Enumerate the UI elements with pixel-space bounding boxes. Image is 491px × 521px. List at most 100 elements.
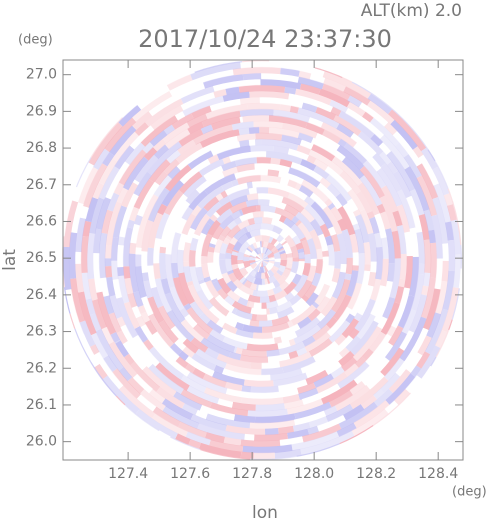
echo-segment xyxy=(349,381,366,396)
echo-segment xyxy=(251,313,258,322)
echo-segment xyxy=(178,170,203,194)
echo-segment xyxy=(262,216,273,225)
echo-segment xyxy=(148,346,185,381)
echo-segment xyxy=(399,330,415,352)
echo-segment xyxy=(330,106,342,117)
echo-segment xyxy=(441,260,450,282)
echo-segment xyxy=(271,224,284,235)
echo-segment xyxy=(339,170,362,195)
echo-segment xyxy=(274,289,288,301)
echo-segment xyxy=(92,182,105,200)
echo-segment xyxy=(258,192,284,203)
echo-segment xyxy=(337,218,348,232)
echo-segment xyxy=(74,217,86,253)
echo-segment xyxy=(226,280,238,293)
echo-segment xyxy=(229,236,239,246)
echo-segment xyxy=(279,182,308,201)
echo-segment xyxy=(239,139,250,148)
echo-segment xyxy=(264,278,269,286)
echo-segment xyxy=(290,161,324,183)
echo-segment xyxy=(322,250,330,257)
echo-segment xyxy=(242,114,270,123)
echo-segment xyxy=(77,166,99,205)
echo-segment xyxy=(174,110,186,121)
echo-segment xyxy=(308,416,329,429)
echo-segment xyxy=(260,174,282,184)
echo-segment xyxy=(282,242,293,255)
echo-segment xyxy=(182,241,192,262)
echo-segment xyxy=(215,192,224,202)
echo-segment xyxy=(255,246,262,255)
echo-segment xyxy=(330,366,345,380)
echo-segment xyxy=(154,277,173,313)
echo-segment xyxy=(239,211,254,223)
echo-segment xyxy=(134,265,147,299)
echo-segment xyxy=(279,252,288,261)
echo-segment xyxy=(134,121,149,136)
echo-segment xyxy=(301,102,318,113)
echo-segment xyxy=(209,329,226,343)
echo-segment xyxy=(305,369,329,386)
echo-segment xyxy=(347,94,363,108)
echo-segment xyxy=(142,280,154,299)
echo-segment xyxy=(158,349,191,378)
echo-segment xyxy=(134,154,159,183)
echo-segment xyxy=(318,88,351,108)
echo-segment xyxy=(307,425,320,435)
echo-segment xyxy=(320,296,338,317)
echo-segment xyxy=(105,276,116,297)
echo-segment xyxy=(359,165,386,199)
echo-segment xyxy=(345,335,362,353)
echo-segment xyxy=(176,249,185,274)
echo-segment xyxy=(267,288,275,297)
echo-segment xyxy=(268,275,277,284)
echo-segment xyxy=(133,214,143,226)
echo-segment xyxy=(383,280,394,299)
echo-segment xyxy=(316,182,338,204)
echo-segment xyxy=(262,260,269,265)
y-tick-label: 26.3 xyxy=(26,324,57,340)
echo-segment xyxy=(211,280,223,292)
echo-segment xyxy=(288,92,334,113)
echo-segment xyxy=(316,312,326,322)
echo-segment xyxy=(212,78,261,92)
echo-segment xyxy=(217,398,234,409)
echo-segment xyxy=(185,145,210,164)
echo-segment xyxy=(287,179,298,189)
echo-segment xyxy=(352,326,383,362)
echo-segment xyxy=(198,312,211,325)
echo-segment xyxy=(85,298,96,316)
echo-segment xyxy=(255,241,260,249)
echo-segment xyxy=(241,278,248,286)
echo-segment xyxy=(310,201,334,230)
echo-segment xyxy=(322,70,372,99)
echo-segment xyxy=(327,244,336,266)
echo-segment xyxy=(363,241,372,265)
echo-segment xyxy=(183,303,192,311)
echo-segment xyxy=(249,243,256,251)
echo-segment xyxy=(190,414,227,432)
echo-segment xyxy=(256,254,262,260)
echo-segment xyxy=(207,246,215,253)
echo-segment xyxy=(401,309,418,335)
echo-segment xyxy=(311,272,322,287)
echo-segment xyxy=(279,158,293,168)
echo-segment xyxy=(280,67,300,77)
echo-segment xyxy=(281,196,305,214)
echo-segment xyxy=(246,300,251,308)
echo-segment xyxy=(370,285,387,317)
echo-segment xyxy=(252,180,281,190)
echo-segment xyxy=(291,215,300,225)
echo-segment xyxy=(200,222,212,236)
echo-segment xyxy=(85,197,99,223)
echo-segment xyxy=(343,183,353,193)
echo-segment xyxy=(156,386,185,409)
echo-segment xyxy=(366,371,385,390)
echo-segment xyxy=(267,353,291,364)
echo-segment xyxy=(253,277,263,286)
echo-segment xyxy=(404,166,430,212)
echo-segment xyxy=(431,214,444,259)
echo-segment xyxy=(206,217,215,227)
echo-segment xyxy=(323,77,347,92)
echo-segment xyxy=(101,209,113,234)
